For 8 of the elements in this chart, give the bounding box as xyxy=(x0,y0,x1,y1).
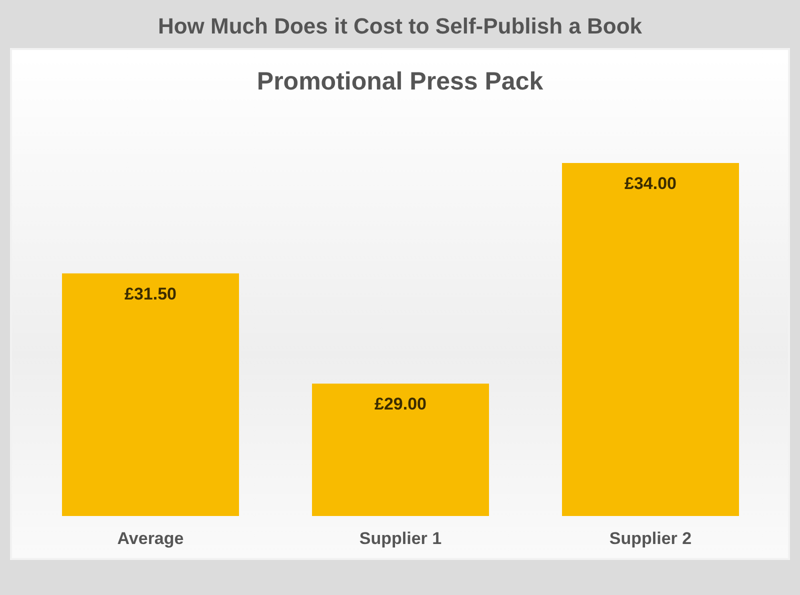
chart-subtitle: Promotional Press Pack xyxy=(256,68,544,96)
chart-title: How Much Does it Cost to Self-Publish a Book xyxy=(158,14,643,38)
data-label: £34.00 xyxy=(624,174,676,193)
data-label: £29.00 xyxy=(374,394,426,414)
x-tick-label: Supplier 1 xyxy=(359,529,442,548)
x-tick-label: Supplier 2 xyxy=(609,529,692,548)
x-tick-label: Average xyxy=(117,529,184,548)
data-label: £31.50 xyxy=(124,284,176,304)
